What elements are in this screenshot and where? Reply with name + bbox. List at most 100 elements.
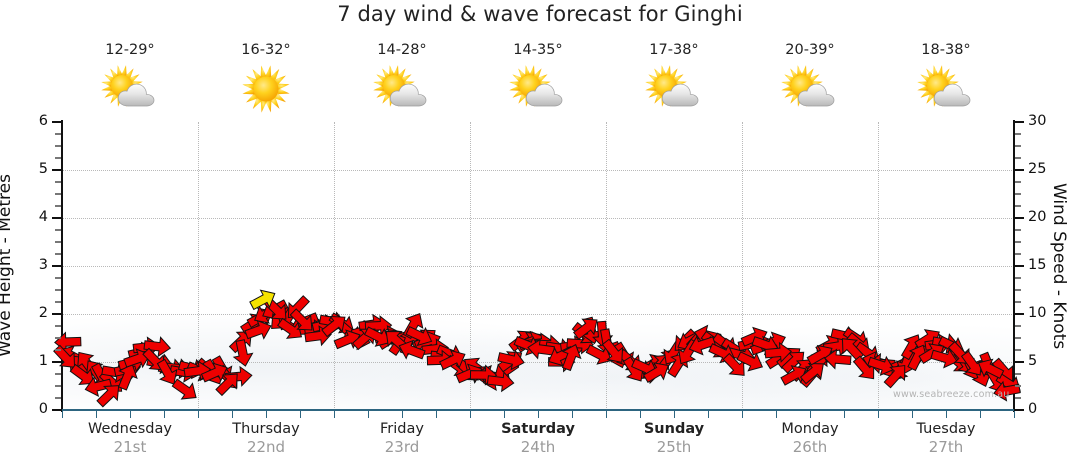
day-name: Sunday	[643, 421, 705, 437]
left-axis-label: 5	[38, 161, 48, 177]
right-axis-minor-tick	[1015, 241, 1021, 243]
sun-behind-cloud-icon	[742, 62, 878, 118]
bottom-axis-tick	[470, 411, 471, 418]
right-axis-minor-tick	[1015, 145, 1021, 147]
bottom-axis-tick	[742, 411, 743, 418]
left-axis-minor-tick	[55, 193, 61, 195]
right-axis-line	[1013, 120, 1015, 412]
right-axis-minor-tick	[1015, 181, 1021, 183]
right-axis-minor-tick	[1015, 205, 1021, 207]
left-axis-minor-tick	[55, 157, 61, 159]
bottom-axis-tick	[946, 411, 947, 418]
temperature-range: 20-39°	[785, 42, 835, 58]
wind-barb-arrow	[156, 358, 178, 385]
left-axis-minor-tick	[55, 277, 61, 279]
watermark: www.seabreeze.com.au	[893, 389, 1010, 400]
temperature-range: 16-32°	[241, 42, 291, 58]
bottom-axis-tick	[130, 411, 131, 418]
day-header-thursday: 16-32°	[198, 40, 334, 118]
gridline-day-separator	[742, 122, 743, 410]
day-header-strip: 12-29° 16-32° 14-28° 14-35° 17-38° 20-39° 18-3…	[62, 40, 1014, 118]
bottom-axis-tick	[980, 411, 981, 418]
wind-barb-arrow	[96, 385, 120, 408]
wind-barb-arrow	[171, 378, 197, 400]
left-axis-minor-tick	[55, 301, 61, 303]
wind-barb-arrow	[764, 341, 793, 363]
right-axis-minor-tick	[1015, 133, 1021, 135]
wind-barb-arrow	[405, 325, 433, 347]
wind-barb-arrow	[960, 350, 983, 376]
wind-barb-arrow	[439, 349, 466, 371]
day-footer-saturday: Saturday 24th	[470, 420, 606, 457]
wind-barb-arrow	[993, 380, 1021, 402]
wind-barb-arrow	[277, 317, 303, 339]
left-axis-minor-tick	[55, 289, 61, 291]
baseline-axis	[62, 409, 1014, 411]
left-axis-tick	[52, 265, 61, 267]
day-date: 24th	[520, 438, 556, 456]
wind-barb-arrow	[486, 371, 515, 393]
bottom-axis-tick	[368, 411, 369, 418]
wind-barb-arrow	[823, 348, 852, 370]
bottom-axis-tick	[640, 411, 641, 418]
wind-barb-arrow	[143, 336, 172, 358]
left-axis-minor-tick	[55, 145, 61, 147]
sun-icon	[198, 62, 334, 118]
wind-barb-arrow	[883, 364, 906, 389]
bottom-axis-tick	[402, 411, 403, 418]
bottom-axis-tick	[844, 411, 845, 418]
wind-barb-arrow	[573, 318, 598, 340]
gridline-horizontal	[62, 170, 1014, 171]
wind-barb-arrow	[722, 352, 745, 376]
bottom-axis-tick	[1014, 411, 1015, 418]
day-date: 22nd	[246, 438, 286, 456]
right-axis-title: Wind Speed - Knots	[1049, 182, 1069, 350]
temperature-range: 14-35°	[513, 42, 563, 58]
bottom-axis-tick	[878, 411, 879, 418]
left-axis-tick	[52, 169, 61, 171]
wind-barb-arrow	[642, 362, 669, 383]
bottom-axis-tick	[96, 411, 97, 418]
bottom-axis-tick	[810, 411, 811, 418]
right-axis-minor-tick	[1015, 349, 1021, 351]
wind-barb-arrow	[601, 338, 624, 363]
right-axis-minor-tick	[1015, 253, 1021, 255]
right-axis-label: 30	[1028, 113, 1047, 129]
day-name: Thursday	[232, 421, 300, 437]
gridline-horizontal	[62, 266, 1014, 267]
left-axis-tick	[52, 121, 61, 123]
bottom-axis-tick	[572, 411, 573, 418]
wind-barb-arrow	[852, 355, 875, 380]
right-axis-tick	[1015, 169, 1024, 171]
day-header-sunday: 17-38°	[606, 40, 742, 118]
day-footer-wednesday: Wednesday 21st	[62, 420, 198, 457]
left-axis-minor-tick	[55, 349, 61, 351]
bottom-axis-tick	[912, 411, 913, 418]
wind-barb-arrow	[781, 351, 805, 374]
wind-barb-arrow	[244, 319, 272, 340]
day-name: Wednesday	[88, 421, 172, 437]
left-axis-minor-tick	[55, 385, 61, 387]
wind-barb-arrow	[363, 326, 391, 347]
wind-barb-arrow	[561, 343, 582, 372]
left-axis-minor-tick	[55, 181, 61, 183]
day-footer-tuesday: Tuesday 27th	[878, 420, 1014, 457]
right-axis-label: 5	[1028, 353, 1038, 369]
left-axis-minor-tick	[55, 325, 61, 327]
right-axis-label: 10	[1028, 305, 1047, 321]
left-axis-label: 4	[38, 209, 48, 225]
right-axis-label: 25	[1028, 161, 1047, 177]
wind-barb-arrow	[688, 335, 716, 356]
wind-barb-arrow	[321, 315, 346, 338]
bottom-axis-tick	[198, 411, 199, 418]
sun-behind-cloud-icon	[334, 62, 470, 118]
gridline-day-separator	[198, 122, 199, 410]
day-footer-friday: Friday 23rd	[334, 420, 470, 457]
wind-barb-arrow	[117, 363, 138, 391]
wind-barb-arrow	[930, 348, 958, 369]
gridline-day-separator	[470, 122, 471, 410]
bottom-axis-tick	[504, 411, 505, 418]
day-name: Friday	[380, 421, 424, 437]
day-name: Tuesday	[916, 421, 976, 437]
